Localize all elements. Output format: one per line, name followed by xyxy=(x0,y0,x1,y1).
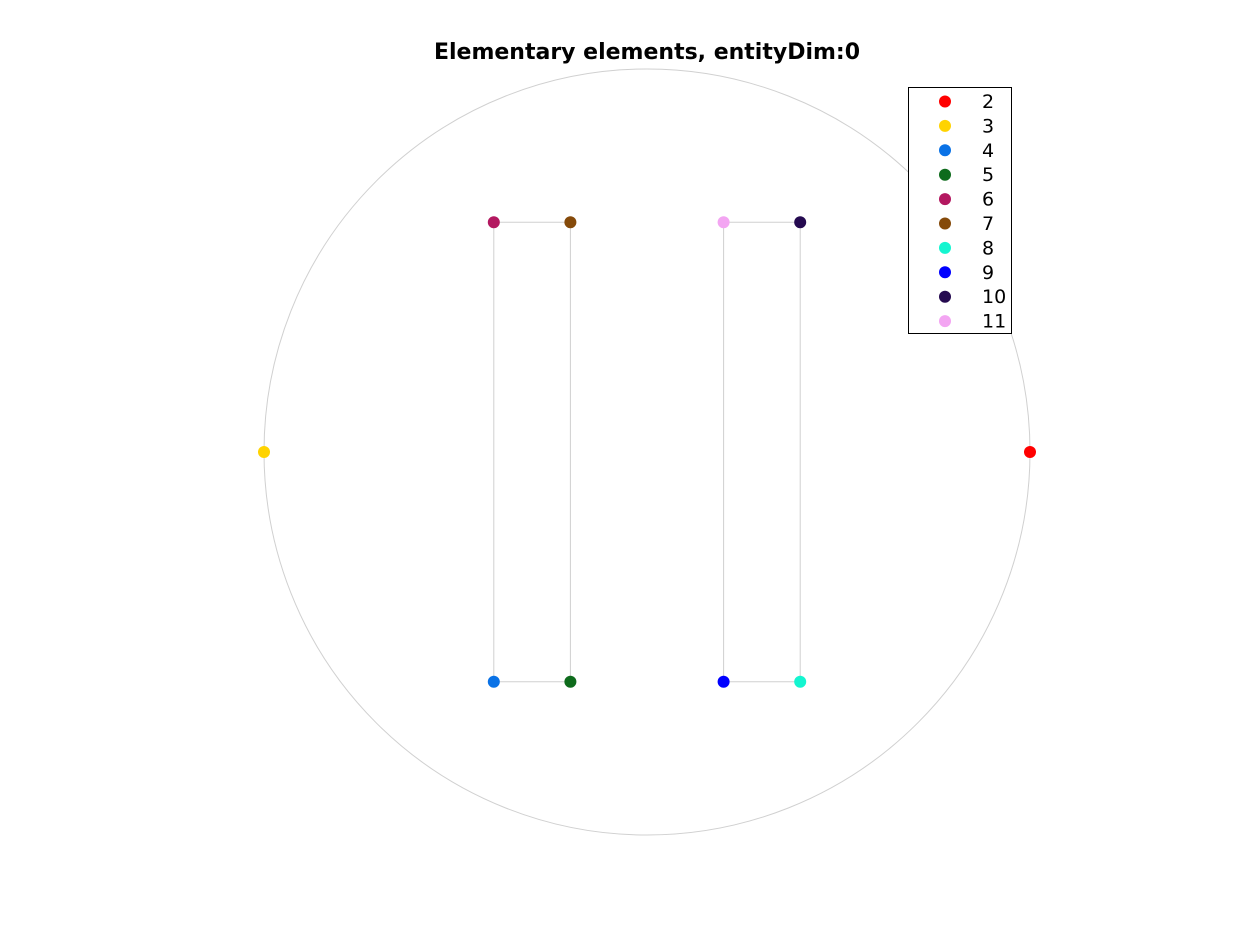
legend-marker xyxy=(939,168,951,181)
legend-marker xyxy=(939,119,951,132)
legend-marker xyxy=(939,95,951,108)
legend-label: 8 xyxy=(982,237,994,259)
points xyxy=(258,216,1036,688)
legend-label: 10 xyxy=(982,286,1006,308)
legend-marker xyxy=(939,315,951,328)
legend-marker xyxy=(939,266,951,279)
legend-label: 6 xyxy=(982,189,994,211)
legend-marker xyxy=(939,241,951,254)
legend-box xyxy=(908,87,1012,334)
legend-label: 11 xyxy=(982,311,1006,333)
legend-label: 2 xyxy=(982,91,994,113)
legend: 23 45 678 910 11 xyxy=(908,87,1012,334)
legend-label: 9 xyxy=(982,262,994,284)
point xyxy=(1024,446,1036,458)
legend-label: 7 xyxy=(982,213,994,235)
point xyxy=(258,446,270,458)
point xyxy=(564,675,577,688)
point xyxy=(794,675,807,688)
point xyxy=(487,216,500,229)
chart-title: Elementary elements, entityDim:0 xyxy=(434,40,860,65)
legend-label: 5 xyxy=(982,164,994,186)
legend-marker xyxy=(939,144,951,157)
point xyxy=(717,675,730,688)
legend-marker xyxy=(939,193,951,206)
legend-label: 3 xyxy=(982,115,994,137)
point xyxy=(487,675,500,688)
legend-marker xyxy=(939,290,951,303)
point xyxy=(564,216,577,229)
legend-label: 4 xyxy=(982,140,994,162)
legend-marker xyxy=(939,217,951,230)
point xyxy=(794,216,807,229)
point xyxy=(717,216,730,229)
